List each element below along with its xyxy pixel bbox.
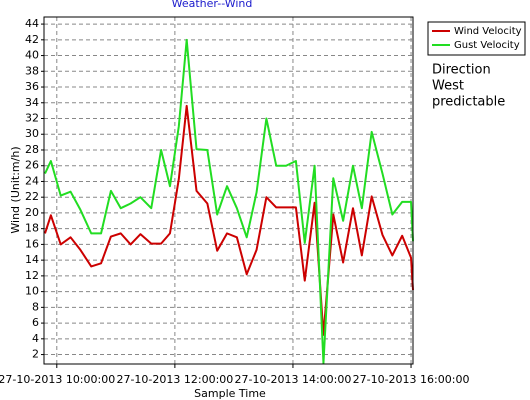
y-tick-label: 44 [25, 17, 39, 30]
legend-label: Gust Velocity [454, 40, 520, 51]
y-tick-label: 10 [25, 285, 39, 298]
y-tick-label: 30 [25, 127, 39, 140]
y-tick-label: 34 [25, 96, 39, 109]
y-tick-label: 42 [25, 33, 39, 46]
y-tick-label: 40 [25, 49, 39, 62]
plot-border [43, 16, 414, 365]
y-tick-label: 24 [25, 174, 39, 187]
y-tick-label: 36 [25, 80, 39, 93]
x-tick-label: 27-10-2013 10:00:00 [0, 373, 115, 386]
y-tick-label: 18 [25, 222, 39, 235]
y-tick-label: 26 [25, 159, 39, 172]
y-tick-label: 22 [25, 190, 39, 203]
y-tick-label: 16 [25, 237, 39, 250]
y-tick-label: 38 [25, 64, 39, 77]
y-tick-label: 6 [32, 316, 39, 329]
annotation: predictable [432, 95, 505, 110]
series-line [44, 104, 414, 336]
y-tick-label: 2 [32, 348, 39, 361]
x-tick-label: 27-10-2013 14:00:00 [235, 373, 352, 386]
y-tick-label: 20 [25, 206, 39, 219]
x-tick-label: 27-10-2013 16:00:00 [353, 373, 470, 386]
y-tick-label: 12 [25, 269, 39, 282]
x-axis-label: Sample Time [194, 387, 266, 400]
x-tick-label: 27-10-2013 12:00:00 [116, 373, 233, 386]
legend-box [427, 21, 526, 56]
annotation: West [432, 79, 464, 94]
y-tick-label: 32 [25, 112, 39, 125]
chart-title: Weather--Wind [172, 0, 253, 10]
y-tick-label: 14 [25, 253, 39, 266]
y-tick-label: 28 [25, 143, 39, 156]
y-tick-label: 8 [32, 300, 39, 313]
annotation: Direction [432, 63, 491, 78]
y-axis-label: Wind (Unit:m/h) [9, 146, 22, 233]
legend-label: Wind Velocity [454, 26, 522, 37]
y-tick-label: 4 [32, 332, 39, 345]
series-line [44, 38, 414, 365]
